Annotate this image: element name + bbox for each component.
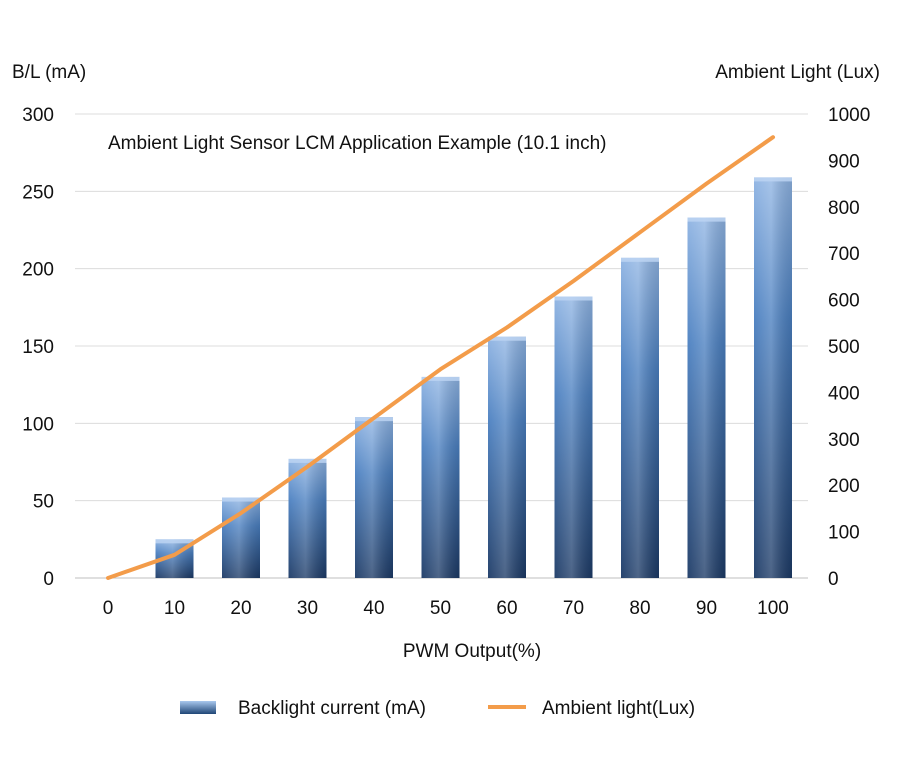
y-right-tick-label: 0 (828, 569, 839, 590)
x-tick-label: 60 (496, 598, 517, 619)
y-left-tick-label: 100 (22, 414, 54, 435)
legend: Backlight current (mA) Ambient light(Lux… (180, 698, 695, 719)
bar (288, 458, 327, 578)
y-right-tick-label: 400 (828, 383, 860, 404)
x-tick-label: 80 (629, 598, 650, 619)
right-axis-ticks: 0 100 200 300 400 500 600 700 800 900 1000 (828, 105, 870, 590)
x-tick-label: 100 (757, 598, 789, 619)
y-right-tick-label: 1000 (828, 105, 870, 126)
y-left-tick-label: 150 (22, 337, 54, 358)
y-right-tick-label: 900 (828, 151, 860, 172)
y-left-tick-label: 0 (43, 569, 54, 590)
x-tick-label: 0 (103, 598, 114, 619)
y-left-axis-label: B/L (mA) (12, 62, 86, 83)
line-series (106, 135, 775, 580)
y-right-tick-label: 800 (828, 198, 860, 219)
x-tick-label: 70 (563, 598, 584, 619)
bar (554, 296, 593, 578)
y-right-tick-label: 300 (828, 430, 860, 451)
bar (488, 336, 526, 578)
chart-title: Ambient Light Sensor LCM Application Exa… (108, 133, 606, 154)
legend-bar-label: Backlight current (mA) (238, 698, 426, 719)
left-axis-ticks: 0 50 100 150 200 250 300 (22, 105, 54, 590)
y-left-tick-label: 300 (22, 105, 54, 126)
y-right-axis-label: Ambient Light (Lux) (715, 62, 880, 83)
x-axis-label: PWM Output(%) (403, 641, 541, 662)
bar (754, 177, 792, 578)
x-tick-label: 30 (297, 598, 318, 619)
bar (355, 417, 393, 578)
y-left-tick-label: 50 (33, 492, 54, 513)
y-right-tick-label: 700 (828, 244, 860, 265)
bar-series (155, 177, 792, 579)
y-right-tick-label: 600 (828, 291, 860, 312)
bar (155, 539, 194, 578)
legend-line-label: Ambient light(Lux) (542, 698, 695, 719)
bar (621, 257, 659, 578)
x-tick-label: 10 (164, 598, 185, 619)
legend-bar-swatch (180, 701, 216, 714)
bar (421, 376, 460, 578)
y-right-tick-label: 200 (828, 476, 860, 497)
y-left-tick-label: 250 (22, 182, 54, 203)
y-left-tick-label: 200 (22, 260, 54, 281)
x-tick-label: 90 (696, 598, 717, 619)
x-tick-label: 50 (430, 598, 451, 619)
x-tick-label: 20 (230, 598, 251, 619)
y-right-tick-label: 100 (828, 523, 860, 544)
x-axis-ticks: 0 10 20 30 40 50 60 70 80 90 100 (103, 598, 789, 619)
bar (222, 497, 260, 578)
x-tick-label: 40 (363, 598, 384, 619)
bar (687, 217, 726, 579)
y-right-tick-label: 500 (828, 337, 860, 358)
